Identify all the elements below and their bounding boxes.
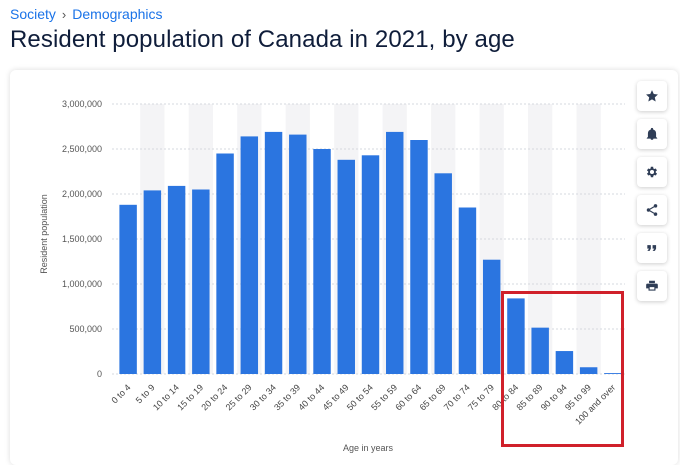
chart-card: 0 500,000 1,000,000 1,500,000 2,000,000 2,500… — [10, 70, 678, 465]
bar[interactable] — [410, 140, 428, 374]
bar[interactable] — [313, 149, 331, 374]
bar[interactable] — [386, 131, 404, 374]
bar[interactable] — [458, 207, 477, 375]
bar[interactable] — [555, 351, 574, 374]
bar[interactable] — [167, 185, 186, 374]
x-tick-label: 0 to 4 — [110, 382, 133, 405]
y-axis-label: Resident population — [39, 194, 49, 274]
notification-bell-icon — [646, 127, 658, 140]
bar[interactable] — [579, 367, 598, 374]
bar[interactable] — [531, 327, 549, 374]
share-button[interactable] — [637, 195, 667, 225]
y-tick-label: 1,500,000 — [62, 234, 102, 244]
bar[interactable] — [337, 159, 355, 374]
settings-button[interactable] — [637, 157, 667, 187]
bar[interactable] — [240, 136, 259, 374]
bar[interactable] — [119, 204, 137, 374]
bar[interactable] — [216, 153, 234, 375]
favorite-button[interactable] — [637, 81, 667, 111]
y-tick-label: 0 — [97, 369, 102, 379]
bar[interactable] — [289, 134, 307, 374]
bar[interactable] — [143, 190, 162, 374]
chart-toolbar — [637, 81, 667, 301]
print-icon — [646, 280, 658, 291]
share-icon — [646, 204, 658, 216]
chart-bars — [119, 131, 622, 375]
y-tick-label: 500,000 — [69, 324, 102, 334]
bar[interactable] — [604, 373, 622, 374]
bar-chart: 0 500,000 1,000,000 1,500,000 2,000,000 2,500… — [39, 99, 625, 453]
bar[interactable] — [361, 155, 380, 374]
y-tick-label: 3,000,000 — [62, 99, 102, 109]
y-tick-label: 2,500,000 — [62, 144, 102, 154]
bar[interactable] — [434, 173, 452, 374]
bar[interactable] — [507, 298, 525, 374]
settings-gear-icon — [646, 166, 658, 178]
y-axis-ticks: 0 500,000 1,000,000 1,500,000 2,000,000 2,500… — [62, 99, 102, 379]
y-tick-label: 1,000,000 — [62, 279, 102, 289]
notification-button[interactable] — [637, 119, 667, 149]
cite-quote-icon — [647, 245, 657, 251]
y-tick-label: 2,000,000 — [62, 189, 102, 199]
breadcrumb-society-link[interactable]: Society — [10, 6, 56, 22]
page-title: Resident population of Canada in 2021, b… — [10, 26, 515, 53]
bar[interactable] — [192, 189, 210, 375]
favorite-star-icon — [646, 90, 658, 102]
x-axis-label: Age in years — [343, 443, 394, 453]
breadcrumb-separator: › — [61, 6, 67, 22]
breadcrumb-demographics-link[interactable]: Demographics — [72, 6, 163, 22]
bar[interactable] — [264, 131, 283, 374]
breadcrumb: Society › Demographics — [10, 6, 163, 22]
print-button[interactable] — [637, 271, 667, 301]
bar[interactable] — [482, 259, 501, 374]
cite-button[interactable] — [637, 233, 667, 263]
